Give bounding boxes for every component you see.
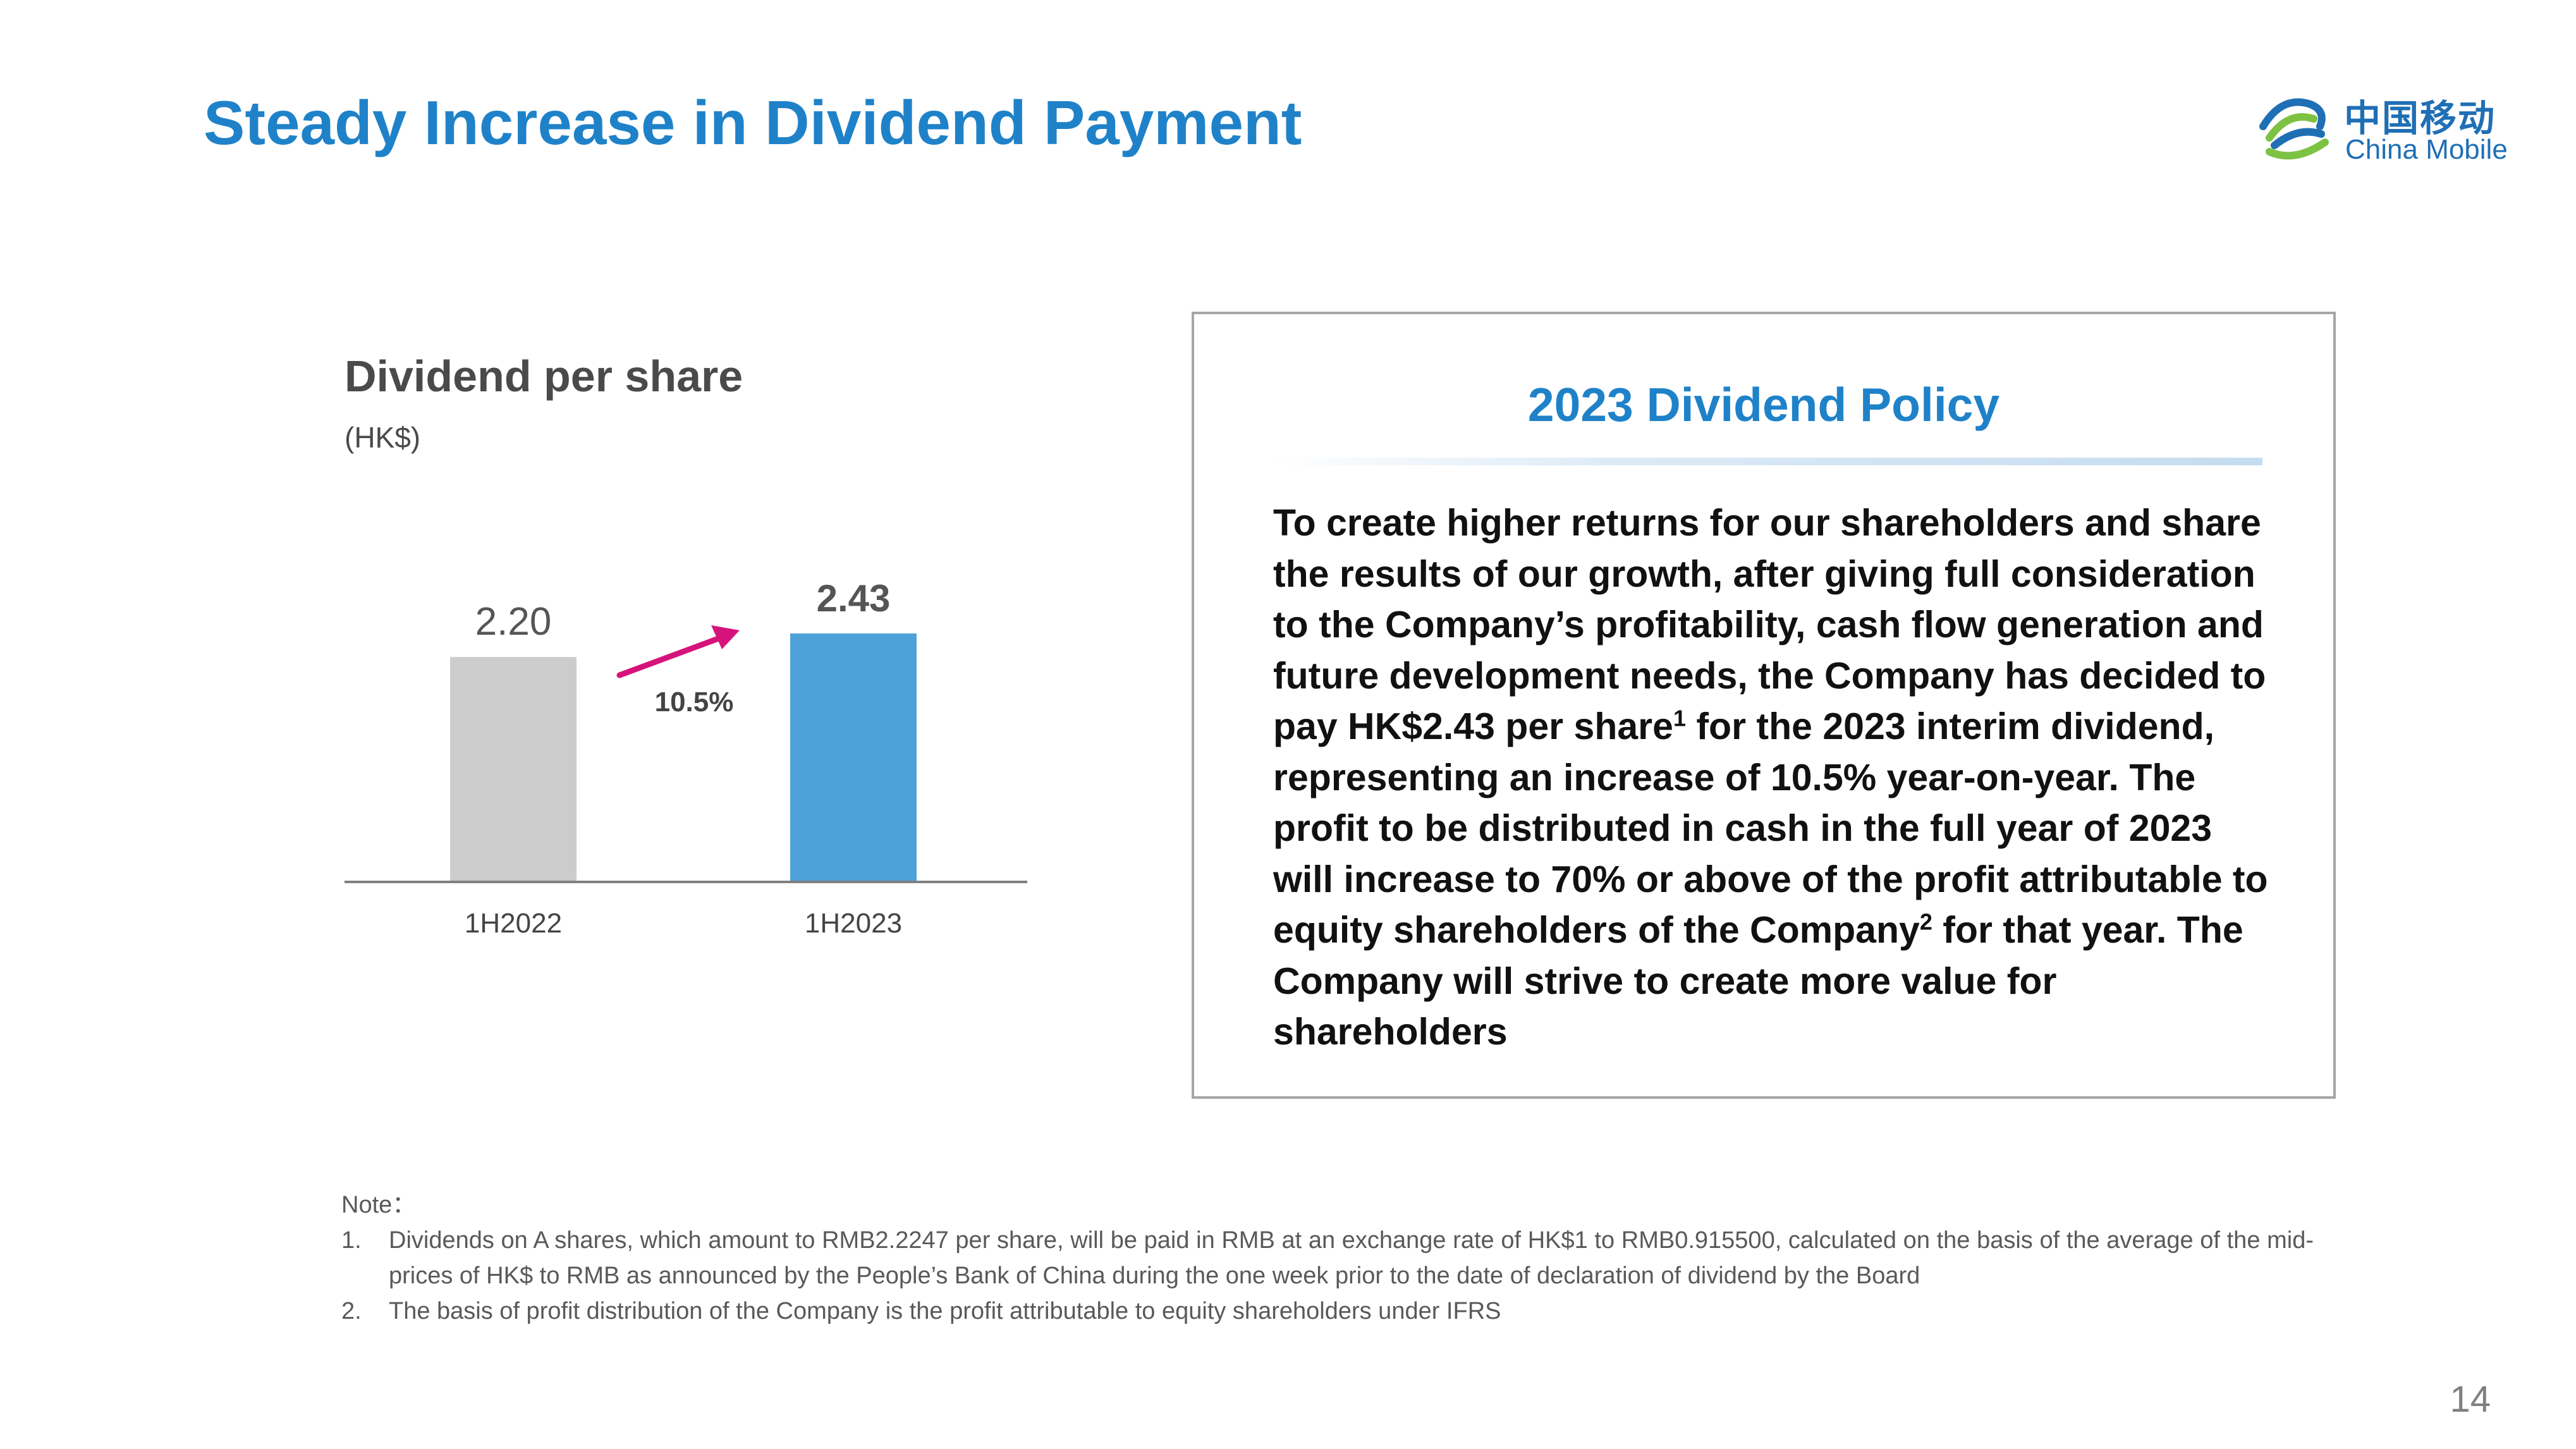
logo: 中国移动 China Mobile xyxy=(2250,82,2516,177)
logo-text-cn: 中国移动 xyxy=(2344,97,2496,140)
policy-box: 2023 Dividend Policy To create higher re… xyxy=(1192,312,2336,1099)
page-title: Steady Increase in Dividend Payment xyxy=(204,88,1302,157)
bar-value-label: 2.43 xyxy=(817,577,891,620)
x-tick-label: 1H2023 xyxy=(805,908,902,939)
chart-title: Dividend per share xyxy=(345,352,743,401)
growth-label: 10.5% xyxy=(655,687,734,718)
note-number: 1. xyxy=(341,1227,362,1254)
note-text: The basis of profit distribution of the … xyxy=(389,1298,1501,1324)
note-item: 1. Dividends on A shares, which amount t… xyxy=(341,1223,2314,1293)
policy-divider xyxy=(1270,458,2262,465)
page-number: 14 xyxy=(2450,1379,2491,1420)
footnote-ref-2: 2 xyxy=(1919,908,1932,935)
bar-1H2022 xyxy=(450,657,577,882)
footnote-ref-1: 1 xyxy=(1673,705,1686,731)
note-text: Dividends on A shares, which amount to R… xyxy=(389,1227,2314,1289)
policy-text-part1: To create higher returns for our shareho… xyxy=(1273,502,2266,747)
growth-arrow xyxy=(616,632,730,678)
chart-unit: (HK$) xyxy=(345,421,421,454)
note-number: 2. xyxy=(341,1298,362,1324)
note-item: 2. The basis of profit distribution of t… xyxy=(341,1293,2314,1329)
china-mobile-logo-icon xyxy=(2259,98,2329,160)
notes: Note： 1. Dividends on A shares, which am… xyxy=(341,1187,2314,1329)
policy-text-part2: for the 2023 interim dividend, represent… xyxy=(1273,706,2268,951)
bar-value-label: 2.20 xyxy=(475,600,552,644)
policy-text-part3: for that year. The Company will strive t… xyxy=(1273,909,2243,1053)
arrow-head-icon xyxy=(711,625,740,649)
policy-title: 2023 Dividend Policy xyxy=(1527,378,2000,431)
x-tick-label: 1H2022 xyxy=(465,908,562,939)
notes-heading: Note： xyxy=(341,1192,417,1218)
logo-text-en: China Mobile xyxy=(2345,134,2508,165)
policy-text: To create higher returns for our shareho… xyxy=(1273,498,2272,1058)
bar-1H2023 xyxy=(790,633,917,882)
